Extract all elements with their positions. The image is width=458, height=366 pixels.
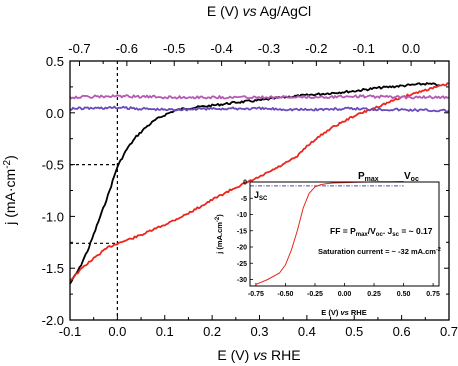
x-bottom-tick-label: 0.2: [203, 324, 221, 339]
bottom-axis-title: E (V) vs RHE: [217, 347, 300, 363]
inset-x-tick-label: 0.00: [338, 291, 352, 298]
jsc-label: JSC: [254, 190, 268, 202]
main-series: [69, 82, 450, 285]
inset-y-tick-label: -25: [237, 261, 247, 268]
inset-x-tick-label: -0.75: [248, 291, 264, 298]
inset-frame: [249, 181, 440, 287]
series-line-2: [69, 82, 450, 282]
y-tick-label: -1.0: [42, 209, 64, 224]
inset-x-tick-label: 0.75: [426, 291, 440, 298]
x-bottom-tick-label: 0.1: [156, 324, 174, 339]
x-top-tick-label: -0.7: [68, 41, 90, 56]
series-line-3: [69, 94, 450, 100]
inset-y-tick-label: 0: [243, 180, 247, 187]
x-bottom-tick-label: 0.4: [298, 324, 316, 339]
x-bottom-tick-label: 0.0: [108, 324, 126, 339]
saturation-annotation: Saturation current = ~ -32 mA.cm-2: [318, 247, 441, 256]
inset-y-tick-label: -5: [241, 196, 247, 203]
y-tick-label: 0.0: [46, 106, 64, 121]
x-top-tick-label: -0.2: [305, 41, 327, 56]
inset-tick-labels: -0.75 -0.50 -0.25 0.00 0.25 0.50 0.75 0 -5 -10 -15…: [237, 180, 440, 299]
y-tick-label: -0.5: [42, 158, 64, 173]
x-bottom-tick-label: -0.1: [59, 324, 81, 339]
x-bottom-tick-label: 0.3: [250, 324, 268, 339]
inset-y-title: j (mA.cm-2): [215, 214, 224, 255]
y-axis-title: j (mA·cm-2): [2, 155, 18, 226]
main-plot-frame: [69, 60, 450, 321]
inset-plot: -0.75 -0.50 -0.25 0.00 0.25 0.50 0.75 0 -5 -10 -15…: [215, 171, 441, 317]
x-bottom-tick-label: 0.6: [393, 324, 411, 339]
reference-lines: [70, 61, 118, 320]
inset-x-tick-label: -0.25: [307, 291, 323, 298]
x-bottom-tick-label: 0.5: [345, 324, 363, 339]
voc-label: Voc: [404, 171, 419, 183]
inset-y-tick-label: -15: [237, 228, 247, 235]
inset-background: [250, 182, 439, 286]
main-tick-labels: -0.1 0.0 0.1 0.2 0.3 0.4 0.5 0.6 0.7 -0.7 -0.6 -0.5…: [42, 41, 458, 339]
x-top-tick-label: -0.1: [353, 41, 375, 56]
inset-x-tick-label: 0.50: [397, 291, 411, 298]
x-bottom-tick-label: 0.7: [440, 324, 458, 339]
x-top-tick-label: -0.4: [210, 41, 232, 56]
inset-y-tick-label: -30: [237, 277, 247, 284]
x-top-tick-label: 0.0: [402, 41, 420, 56]
y-tick-label: -2.0: [42, 313, 64, 328]
x-top-tick-label: -0.5: [163, 41, 185, 56]
x-top-tick-label: -0.6: [116, 41, 138, 56]
inset-y-tick-label: -20: [237, 245, 247, 252]
inset-y-tick-label: -10: [237, 212, 247, 219]
series-line-4: [69, 105, 450, 113]
y-tick-label: 0.5: [46, 54, 64, 69]
inset-x-title: E (V) vs RHE: [321, 308, 366, 317]
x-top-tick-label: -0.3: [258, 41, 280, 56]
pmax-label: Pmax: [358, 171, 379, 183]
inset-x-tick-label: -0.50: [277, 291, 293, 298]
inset-x-tick-label: 0.25: [367, 291, 381, 298]
series-line-1: [69, 82, 440, 285]
top-axis-title: E (V) vs Ag/AgCl: [207, 3, 311, 19]
fill-factor-annotation: FF = Pmax/Voc. Jsc = ~ 0.17: [330, 226, 433, 238]
y-tick-label: -1.5: [42, 261, 64, 276]
